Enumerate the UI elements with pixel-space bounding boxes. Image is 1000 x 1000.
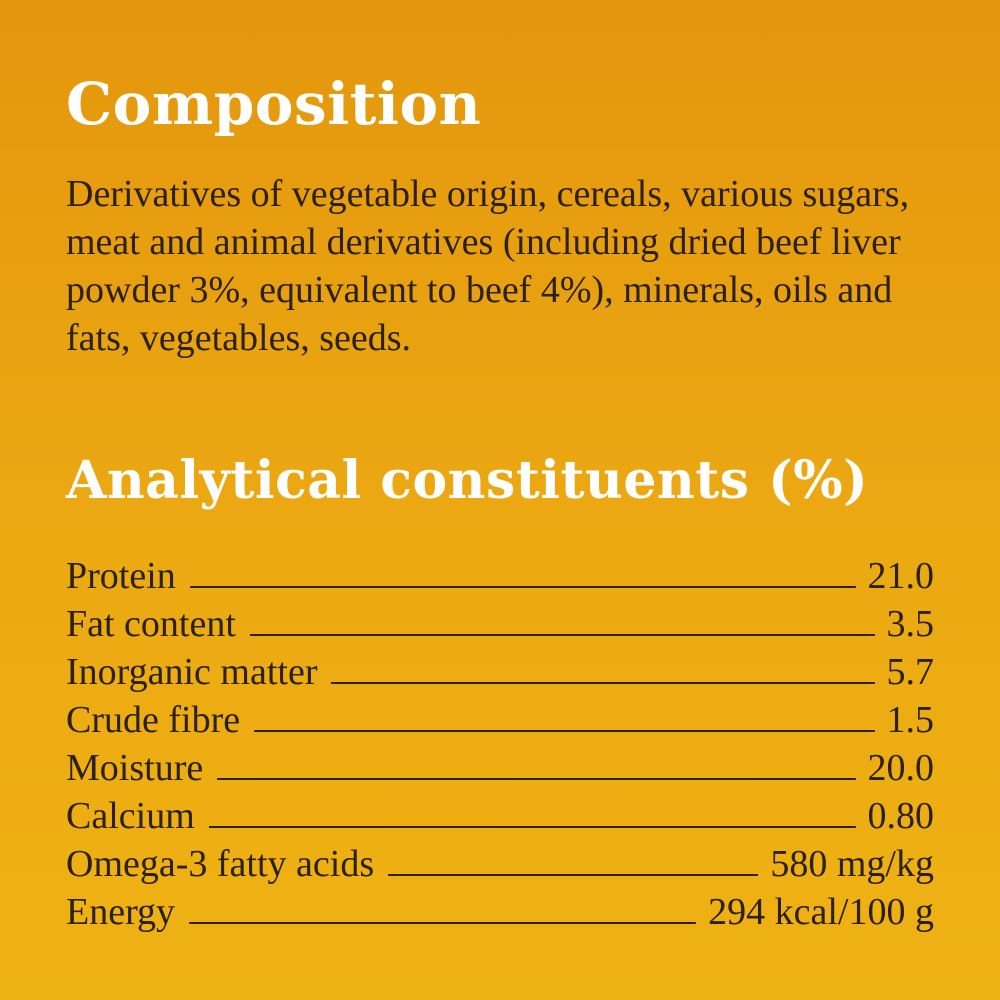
constituent-row-energy: Energy 294 kcal/100 g bbox=[66, 890, 934, 938]
constituent-label: Crude fibre bbox=[66, 699, 241, 741]
constituent-value: 5.7 bbox=[886, 651, 935, 693]
constituent-label: Omega-3 fatty acids bbox=[66, 843, 375, 885]
leader-line bbox=[189, 586, 856, 588]
constituent-label: Calcium bbox=[66, 795, 195, 837]
leader-line bbox=[331, 682, 875, 684]
constituent-value: 294 kcal/100 g bbox=[708, 891, 934, 933]
constituent-row-inorganic-matter: Inorganic matter 5.7 bbox=[66, 650, 934, 698]
constituent-label: Protein bbox=[66, 555, 176, 597]
constituent-row-protein: Protein 21.0 bbox=[66, 554, 934, 602]
constituent-label: Energy bbox=[66, 891, 176, 933]
constituent-row-calcium: Calcium 0.80 bbox=[66, 794, 934, 842]
leader-line bbox=[217, 778, 856, 780]
constituents-list: Protein 21.0 Fat content 3.5 Inorganic m… bbox=[66, 554, 934, 938]
constituent-value: 0.80 bbox=[867, 795, 935, 837]
constituent-value: 1.5 bbox=[886, 699, 935, 741]
leader-line bbox=[254, 730, 875, 732]
constituent-row-omega-3: Omega-3 fatty acids 580 mg/kg bbox=[66, 842, 934, 890]
constituent-row-crude-fibre: Crude fibre 1.5 bbox=[66, 698, 934, 746]
constituent-row-moisture: Moisture 20.0 bbox=[66, 746, 934, 794]
leader-line bbox=[249, 634, 875, 636]
constituent-label: Moisture bbox=[66, 747, 204, 789]
constituent-row-fat-content: Fat content 3.5 bbox=[66, 602, 934, 650]
constituent-value: 3.5 bbox=[886, 603, 935, 645]
composition-heading: Composition bbox=[66, 70, 482, 138]
constituent-label: Fat content bbox=[66, 603, 236, 645]
leader-line bbox=[189, 922, 697, 924]
leader-line bbox=[388, 874, 759, 876]
leader-line bbox=[208, 826, 856, 828]
composition-text: Derivatives of vegetable origin, cereals… bbox=[66, 173, 910, 359]
constituent-label: Inorganic matter bbox=[66, 651, 318, 693]
constituent-value: 21.0 bbox=[867, 555, 935, 597]
analytical-constituents-heading: Analytical constituents (%) bbox=[66, 450, 869, 511]
constituent-value: 580 mg/kg bbox=[770, 843, 934, 885]
constituent-value: 20.0 bbox=[867, 747, 935, 789]
